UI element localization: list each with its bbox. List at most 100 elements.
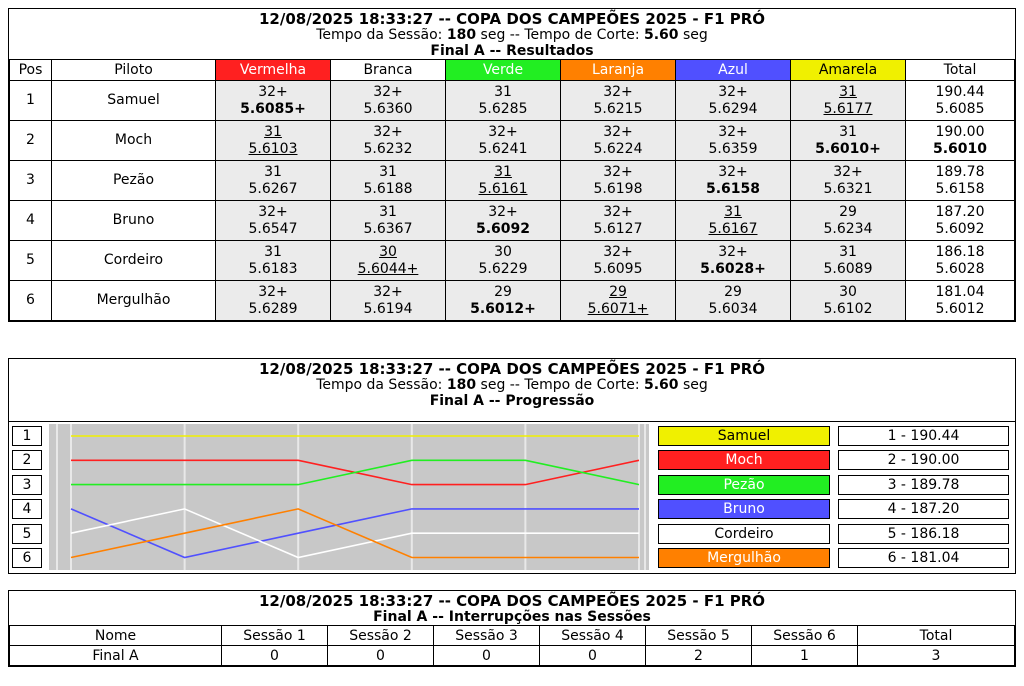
heat-cell: 32+ 5.6547 — [215, 200, 331, 241]
heat-laps: 32+ — [258, 203, 288, 220]
results-col-vermelha: Vermelha — [215, 59, 331, 81]
heat-time: 5.6177 — [823, 100, 873, 117]
interruptions-col: Total — [857, 625, 1015, 646]
pos-cell: 5 — [9, 240, 52, 281]
total-points: 189.78 — [935, 163, 985, 180]
heat-time: 5.6234 — [823, 220, 873, 237]
results-header: 12/08/2025 18:33:27 -- COPA DOS CAMPEÕES… — [9, 9, 1015, 59]
heat-time: 5.6215 — [593, 100, 643, 117]
total-cell: 190.00 5.6010 — [905, 120, 1015, 161]
results-subtitle: Final A -- Resultados — [430, 43, 594, 59]
heat-laps: 32+ — [718, 83, 748, 100]
interruptions-col: Sessão 3 — [433, 625, 540, 646]
pilot-cell: Mergulhão — [51, 280, 216, 321]
heat-laps: 29 — [609, 283, 627, 300]
interruptions-panel: 12/08/2025 18:33:27 -- COPA DOS CAMPEÕES… — [8, 590, 1016, 667]
heat-laps: 31 — [379, 163, 397, 180]
position-label: 4 — [12, 499, 42, 519]
heat-laps: 31 — [379, 203, 397, 220]
pos-cell: 4 — [9, 200, 52, 241]
total-points: 190.44 — [935, 83, 985, 100]
progression-subtitle: Final A -- Progressão — [429, 393, 595, 409]
results-session-info: Tempo da Sessão: 180 seg -- Tempo de Cor… — [316, 27, 708, 43]
heat-laps: 32+ — [258, 283, 288, 300]
heat-cell: 32+ 5.6158 — [675, 160, 791, 201]
heat-cell: 31 5.6188 — [330, 160, 446, 201]
results-row: 5 Cordeiro 31 5.6183 30 5.6044+ 30 5.6229 32+ 5.6… — [9, 240, 1015, 281]
results-row: 1 Samuel 32+ 5.6085+ 32+ 5.6360 31 5.6285 32+ 5.6… — [9, 80, 1015, 121]
heat-cell: 32+ 5.6028+ — [675, 240, 791, 281]
total-points: 181.04 — [935, 283, 985, 300]
legend-total: 3 - 189.78 — [838, 475, 1009, 495]
heat-laps: 32+ — [718, 123, 748, 140]
total-time: 5.6012 — [935, 300, 985, 317]
heat-laps: 32+ — [603, 83, 633, 100]
interruptions-cell: 0 — [539, 645, 646, 666]
pilot-cell: Cordeiro — [51, 240, 216, 281]
heat-cell: 31 5.6161 — [445, 160, 561, 201]
results-row: 3 Pezão 31 5.6267 31 5.6188 31 5.6161 32+ 5.6198 3… — [9, 160, 1015, 201]
series-line-bruno — [70, 508, 639, 559]
heat-time: 5.6360 — [363, 100, 413, 117]
heat-time: 5.6161 — [478, 180, 528, 197]
results-col-laranja: Laranja — [560, 59, 676, 81]
heat-time: 5.6198 — [593, 180, 643, 197]
position-label: 6 — [12, 548, 42, 568]
series-line-pezão — [71, 459, 640, 486]
heat-cell: 32+ 5.6085+ — [215, 80, 331, 121]
series-line-cordeiro — [70, 508, 639, 559]
heat-cell: 32+ 5.6198 — [560, 160, 676, 201]
total-cell: 181.04 5.6012 — [905, 280, 1015, 321]
legend-pilot: Moch — [658, 450, 830, 470]
heat-time: 5.6010+ — [815, 140, 881, 157]
heat-time: 5.6285 — [478, 100, 528, 117]
heat-time: 5.6102 — [823, 300, 873, 317]
pilot-cell: Samuel — [51, 80, 216, 121]
heat-time: 5.6183 — [248, 260, 298, 277]
heat-laps: 31 — [264, 163, 282, 180]
results-col-amarela: Amarela — [790, 59, 906, 81]
heat-time: 5.6241 — [478, 140, 528, 157]
heat-laps: 32+ — [603, 203, 633, 220]
heat-time: 5.6071+ — [587, 300, 649, 317]
heat-time: 5.6092 — [475, 220, 531, 237]
heat-cell: 32+ 5.6321 — [790, 160, 906, 201]
heat-cell: 29 5.6234 — [790, 200, 906, 241]
total-points: 190.00 — [935, 123, 985, 140]
total-points: 186.18 — [935, 243, 985, 260]
heat-cell: 31 5.6367 — [330, 200, 446, 241]
heat-laps: 30 — [839, 283, 857, 300]
heat-cell: 30 5.6044+ — [330, 240, 446, 281]
total-time: 5.6092 — [935, 220, 985, 237]
heat-cell: 29 5.6071+ — [560, 280, 676, 321]
heat-cell: 30 5.6102 — [790, 280, 906, 321]
total-time: 5.6158 — [935, 180, 985, 197]
heat-cell: 30 5.6229 — [445, 240, 561, 281]
interruptions-title: 12/08/2025 18:33:27 -- COPA DOS CAMPEÕES… — [258, 592, 766, 610]
heat-laps: 32+ — [373, 83, 403, 100]
heat-laps: 31 — [839, 83, 857, 100]
total-points: 187.20 — [935, 203, 985, 220]
heat-cell: 32+ 5.6289 — [215, 280, 331, 321]
results-col-branca: Branca — [330, 59, 446, 81]
progression-title: 12/08/2025 18:33:27 -- COPA DOS CAMPEÕES… — [258, 360, 766, 378]
results-col-verde: Verde — [445, 59, 561, 81]
interruptions-header-row: Nome Sessão 1 Sessão 2 Sessão 3 Sessão 4 Sess… — [9, 625, 1015, 646]
total-cell: 190.44 5.6085 — [905, 80, 1015, 121]
heat-laps: 32+ — [603, 123, 633, 140]
series-line-mergulhão — [70, 508, 639, 559]
interruptions-col: Sessão 5 — [645, 625, 752, 646]
pos-cell: 6 — [9, 280, 52, 321]
heat-time: 5.6158 — [705, 180, 761, 197]
pos-cell: 2 — [9, 120, 52, 161]
interruptions-cell: 0 — [221, 645, 328, 666]
heat-laps: 32+ — [373, 283, 403, 300]
heat-cell: 32+ 5.6294 — [675, 80, 791, 121]
total-time: 5.6028 — [935, 260, 985, 277]
heat-laps: 30 — [494, 243, 512, 260]
interruptions-cell: 2 — [645, 645, 752, 666]
interruptions-cell: 0 — [433, 645, 540, 666]
heat-cell: 31 5.6103 — [215, 120, 331, 161]
legend-total: 4 - 187.20 — [838, 499, 1009, 519]
